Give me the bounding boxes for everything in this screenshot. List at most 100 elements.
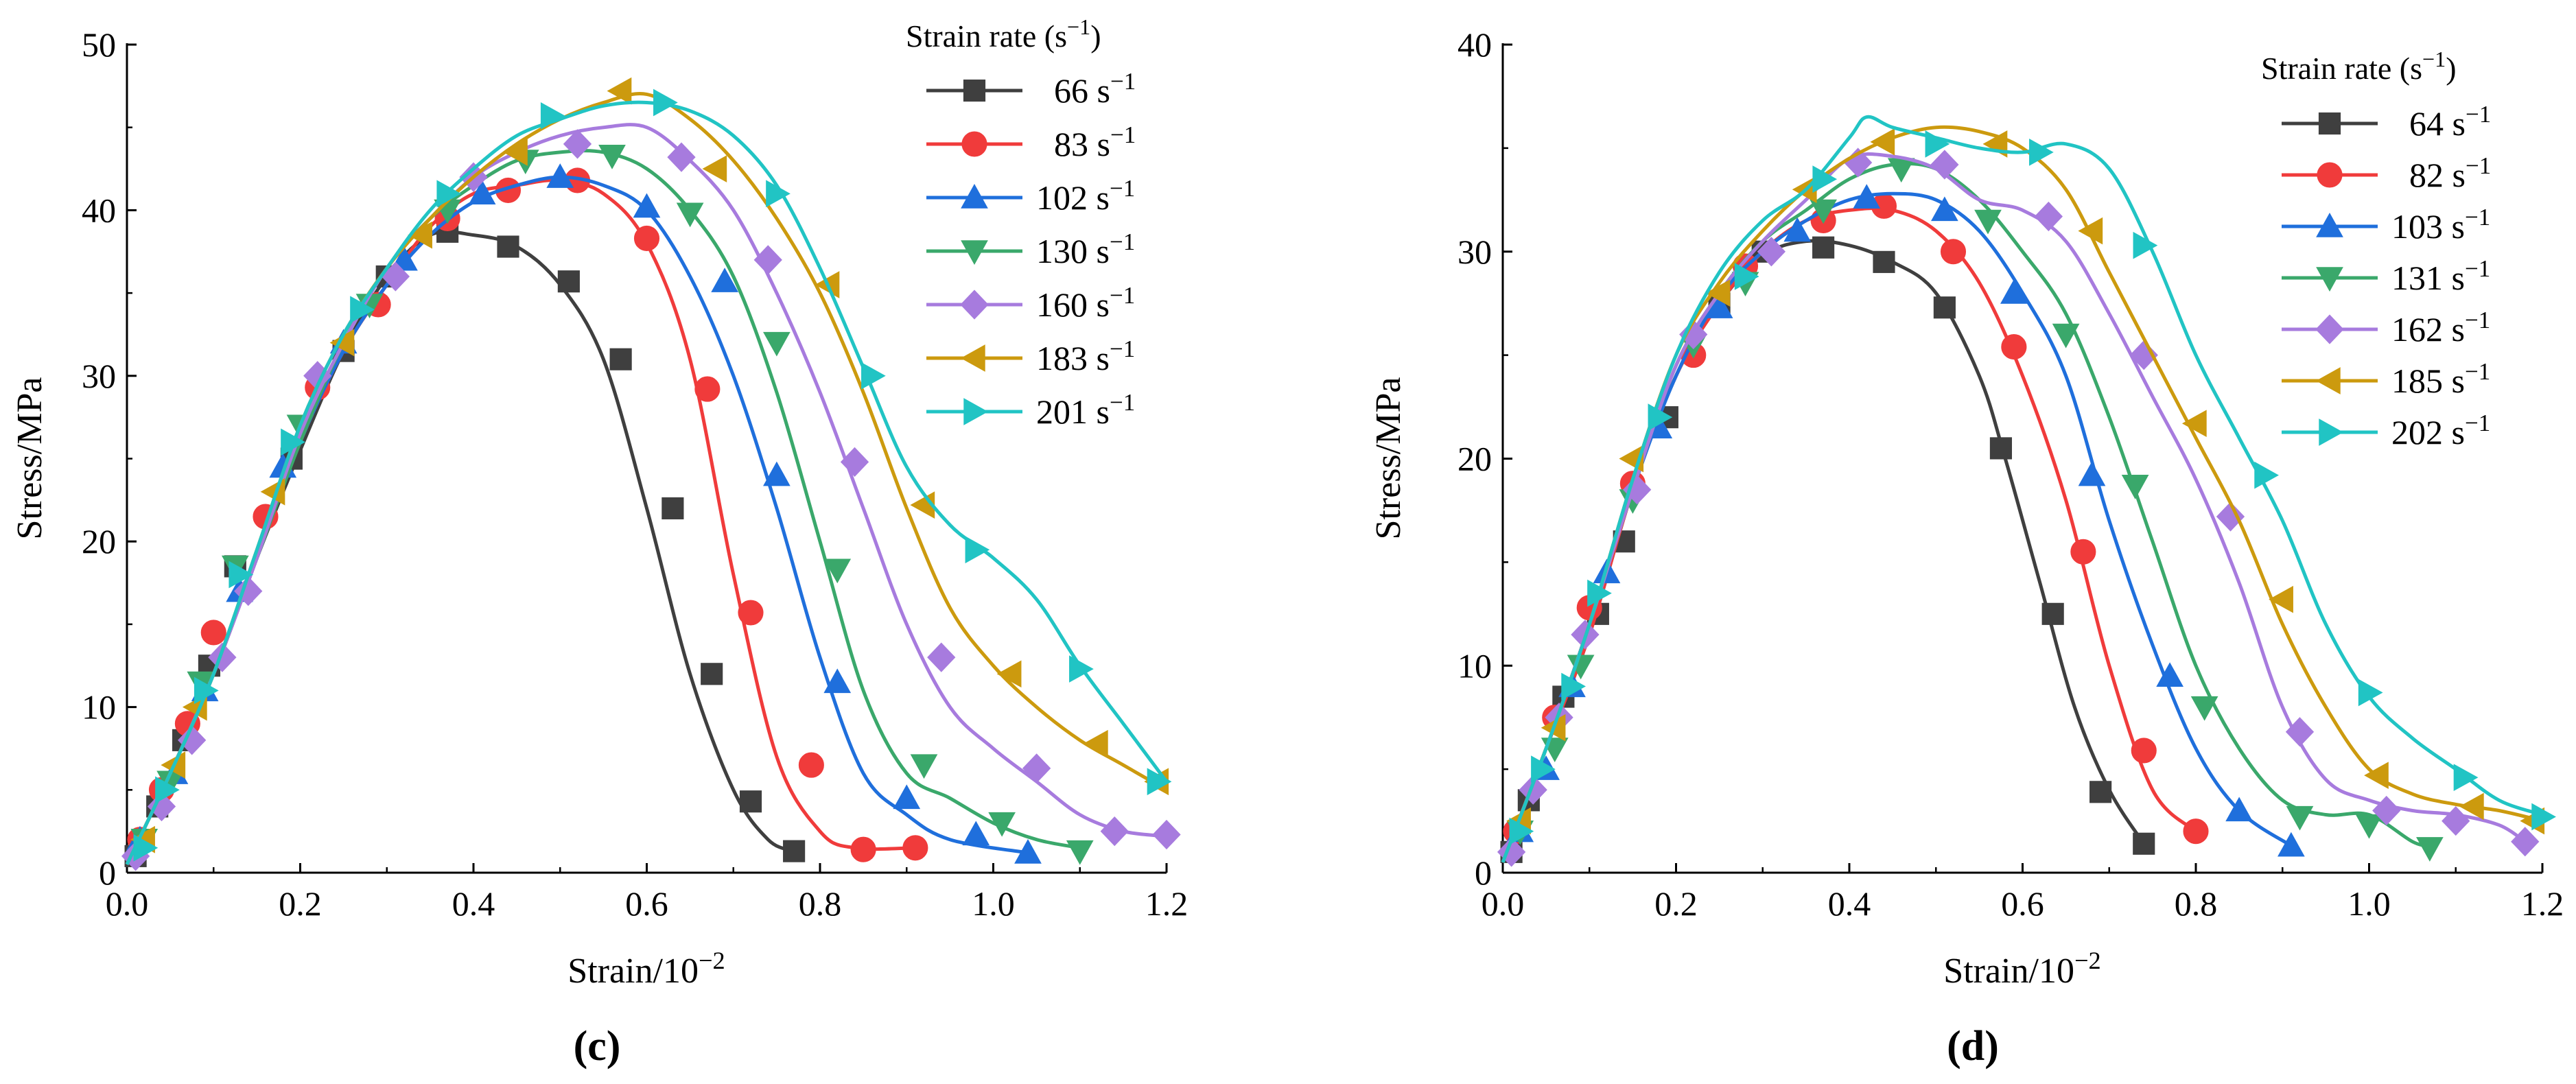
x-tick-label: 0.6 (625, 884, 668, 923)
data-point (861, 362, 886, 390)
legend-swatch-marker (963, 398, 989, 425)
legend-item: 130 s−1 (926, 228, 1135, 270)
data-point (2156, 662, 2183, 687)
series-line (1501, 162, 2431, 863)
data-point (653, 89, 678, 117)
data-point (766, 180, 791, 208)
y-tick-label: 40 (1457, 25, 1492, 64)
data-point (2078, 461, 2106, 486)
chart-panel-d: 0.0 0.2 0.4 0.6 0.8 1.0 1.2 0 10 20 30 40 Strain/10−… (1369, 25, 2564, 1070)
legend-label: 103 s−1 (2391, 204, 2490, 246)
series-line (125, 178, 915, 865)
data-point (2133, 231, 2158, 259)
data-point (893, 784, 921, 810)
data-point (1705, 294, 1733, 318)
data-point (2416, 837, 2444, 862)
series-1 (1501, 193, 2209, 863)
panel-label: (c) (574, 1023, 621, 1070)
x-tick-label: 0.2 (1654, 884, 1698, 923)
legend-swatch-marker (961, 183, 988, 209)
data-point (1931, 196, 1958, 222)
data-point (2531, 803, 2557, 831)
data-point (2372, 795, 2401, 826)
legend-label: 64 s−1 (2409, 101, 2491, 143)
legend-item: 102 s−1 (926, 175, 1135, 217)
data-point (763, 461, 791, 486)
data-point (1810, 199, 1837, 224)
data-point (2000, 279, 2028, 304)
x-tick-label: 0.4 (452, 884, 495, 923)
data-point (2269, 585, 2293, 613)
data-point (2364, 762, 2389, 790)
y-tick-label: 20 (1457, 440, 1492, 478)
data-point (702, 155, 727, 182)
data-point (1812, 165, 1838, 193)
series-6 (125, 89, 1172, 865)
data-point (178, 725, 207, 755)
data-point (229, 561, 254, 589)
data-point (1623, 475, 1652, 505)
legend-swatch-marker (2318, 112, 2341, 135)
data-point (1014, 839, 1042, 864)
data-point (2286, 805, 2314, 831)
y-tick-label: 10 (1457, 646, 1492, 685)
legend-swatch-marker (963, 79, 986, 102)
legend-item: 202 s−1 (2282, 410, 2490, 452)
data-point (633, 193, 661, 218)
data-point (1100, 816, 1129, 847)
legend-item: 162 s−1 (2282, 307, 2490, 349)
data-point (927, 642, 956, 672)
series-line (1501, 207, 2197, 863)
legend-item: 83 s−1 (926, 121, 1136, 163)
data-point (2001, 334, 2027, 360)
data-point (1066, 840, 1094, 865)
data-point (753, 245, 782, 275)
data-point (996, 660, 1022, 688)
data-point (1022, 753, 1051, 783)
data-point (2089, 781, 2112, 803)
data-point (1083, 729, 1108, 757)
legend: Strain rate (s−1) 66 s−1 83 s−1 102 s−1 130 … (906, 14, 1136, 431)
series-line (125, 123, 1167, 865)
x-tick-label: 1.0 (2347, 884, 2391, 923)
data-point (2029, 139, 2054, 166)
x-tick-label: 0.2 (279, 884, 322, 923)
legend-swatch-marker (960, 344, 985, 372)
series-0 (124, 220, 806, 867)
data-point (546, 163, 574, 188)
data-point (1147, 768, 1172, 796)
legend-swatch-marker (960, 290, 989, 320)
legend-item: 82 s−1 (2282, 152, 2491, 194)
data-point (2070, 539, 2096, 565)
data-point (1870, 128, 1895, 156)
legend-title: Strain rate (s−1) (2261, 47, 2457, 86)
x-tick-label: 1.0 (972, 884, 1015, 923)
legend-label: 102 s−1 (1036, 175, 1135, 217)
legend-label: 202 s−1 (2391, 410, 2490, 452)
series-line (1501, 152, 2527, 863)
series-6 (1501, 115, 2557, 863)
y-tick-label: 30 (82, 357, 116, 395)
legend-label: 183 s−1 (1036, 335, 1135, 378)
data-point (2459, 792, 2484, 821)
data-point (1933, 296, 1956, 319)
data-point (436, 180, 462, 208)
series-line (1501, 125, 2543, 863)
data-point (155, 776, 180, 804)
data-point (607, 77, 632, 105)
data-point (1509, 817, 1534, 845)
data-point (133, 834, 159, 862)
panel-label: (d) (1947, 1023, 1999, 1070)
y-tick-label: 10 (82, 688, 116, 727)
x-tick-label: 1.2 (1145, 884, 1189, 923)
legend-swatch-marker (2316, 267, 2343, 292)
data-point (2181, 410, 2207, 438)
legend-item: 201 s−1 (926, 389, 1135, 431)
data-point (408, 221, 432, 249)
legend-item: 103 s−1 (2282, 204, 2490, 246)
legend-label: 160 s−1 (1036, 282, 1135, 325)
series-line (125, 230, 795, 865)
legend-swatch-marker (2315, 367, 2341, 394)
data-point (1873, 250, 1895, 273)
